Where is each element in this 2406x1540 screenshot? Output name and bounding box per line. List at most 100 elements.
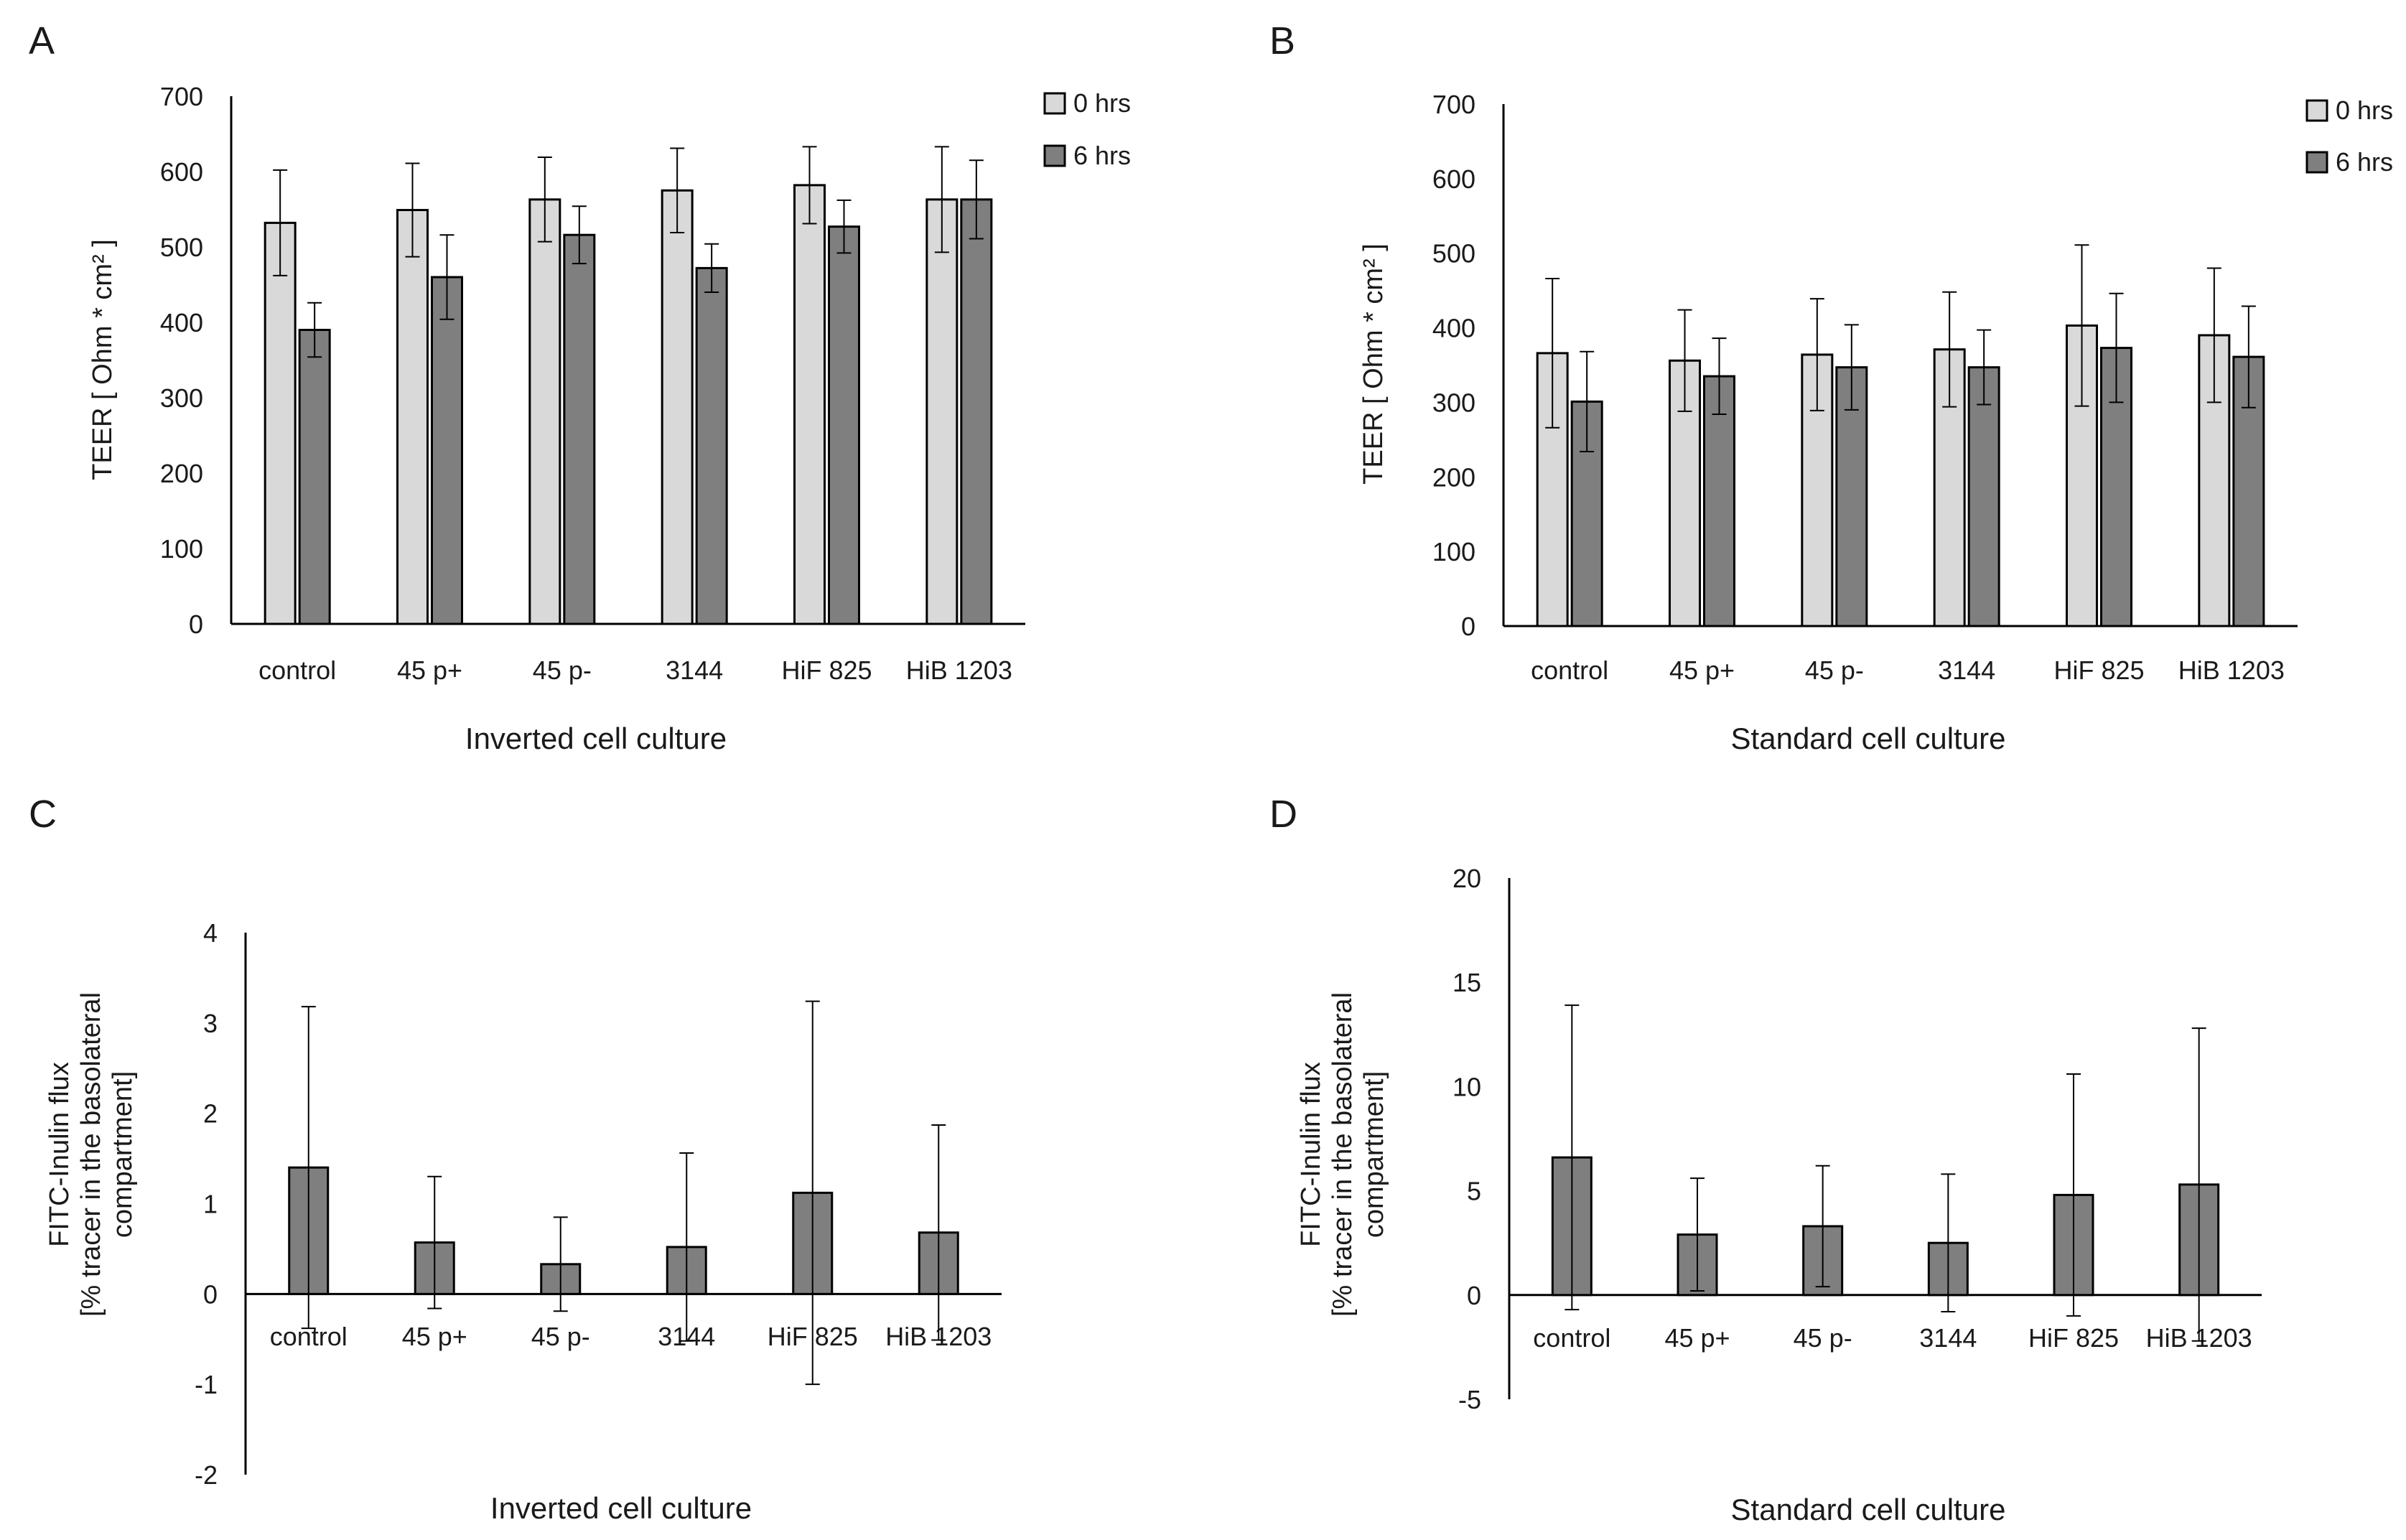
y-axis-title-line-2: [% tracer in the basolateral	[1328, 992, 1358, 1317]
y-tick-label: 300	[160, 383, 203, 413]
x-axis-title-c: Inverted cell culture	[490, 1491, 752, 1525]
y-tick-label: 500	[1432, 239, 1475, 269]
bar-6-hrs-45-p	[1835, 366, 1868, 627]
x-tick-label-hif-825: HiF 825	[2028, 1323, 2119, 1353]
legend-label-6hrs: 6 hrs	[2336, 147, 2393, 177]
panel-a-legend: 0 hrs 6 hrs	[1043, 88, 1131, 170]
legend-swatch-0hrs	[2305, 99, 2328, 122]
y-axis-title-c: FITC-Inulin flux [% tracer in the basola…	[45, 992, 138, 1317]
x-tick-label-45-p: 45 p-	[533, 655, 592, 685]
panel-label-b: B	[1269, 19, 1295, 62]
x-tick-label-3144: 3144	[666, 655, 723, 685]
x-axis-title-b: Standard cell culture	[1731, 722, 2006, 755]
plot-area-b: 0 100 200 300 400 500 600 700 control 45 p+ 45 p- 3…	[1432, 90, 2298, 685]
y-tick-label: 1	[203, 1190, 218, 1219]
legend-label-6hrs: 6 hrs	[1073, 141, 1131, 170]
y-tick-label: 100	[1432, 537, 1475, 566]
x-tick-label-hib-1203: HiB 1203	[906, 655, 1012, 685]
x-tick-label-45-p: 45 p-	[1794, 1323, 1852, 1353]
y-axis-title-line-3: compartment]	[108, 1071, 138, 1238]
bar-6-hrs-45-p	[431, 276, 463, 625]
y-tick-label: 20	[1453, 864, 1481, 893]
y-tick-label: 500	[160, 233, 203, 262]
y-tick-label: 0	[189, 610, 203, 639]
x-tick-label-hib-1203: HiB 1203	[2178, 655, 2285, 685]
bar-0-hrs-45-p	[528, 198, 561, 625]
bar-6-hrs-45-p	[563, 233, 596, 625]
x-tick-label-45-p: 45 p+	[402, 1322, 467, 1351]
x-tick-label-45-p: 45 p+	[397, 655, 462, 685]
x-tick-label-hif-825: HiF 825	[781, 655, 872, 685]
y-tick-label: 100	[160, 534, 203, 564]
bar-6-hrs-hib-1203	[960, 198, 993, 625]
y-axis-title-line-3: compartment]	[1359, 1071, 1389, 1238]
panel-d-chart: D FITC-Inulin flux [% tracer in the baso…	[1269, 793, 2262, 1526]
panel-label-c: C	[29, 793, 57, 836]
y-tick-label: 700	[160, 82, 203, 111]
y-tick-label: -5	[1458, 1385, 1481, 1414]
x-tick-label-45-p: 45 p-	[1805, 655, 1864, 685]
y-axis-title-a: TEER [ Ohm * cm² ]	[88, 239, 118, 480]
x-axis-title-a: Inverted cell culture	[465, 722, 727, 755]
x-tick-label-3144: 3144	[1938, 655, 1995, 685]
y-tick-label: 400	[1432, 314, 1475, 343]
y-tick-label: 4	[203, 918, 218, 948]
panel-a-chart: A 0 hrs 6 hrs TEER [ Ohm * cm² ] Inverte…	[29, 19, 1131, 755]
x-tick-label-3144: 3144	[1919, 1323, 1977, 1353]
x-axis-title-d: Standard cell culture	[1731, 1493, 2006, 1526]
y-tick-label: -2	[195, 1460, 218, 1490]
panel-c-chart: C FITC-Inulin flux [% tracer in the baso…	[29, 793, 1002, 1525]
x-tick-label-45-p: 45 p+	[1669, 655, 1735, 685]
panel-b-legend: 0 hrs 6 hrs	[2305, 95, 2393, 177]
y-tick-label: 10	[1453, 1072, 1481, 1101]
bar-0-hrs-control	[264, 221, 297, 625]
legend-swatch-6hrs	[2305, 151, 2328, 174]
bar-6-hrs-control	[1570, 400, 1603, 627]
y-axis-title-d: FITC-Inulin flux [% tracer in the basola…	[1296, 992, 1389, 1317]
bar-0-hrs-hif-825	[793, 184, 826, 625]
y-axis-title-line-1: FITC-Inulin flux	[1296, 1062, 1326, 1247]
x-tick-label-control: control	[258, 655, 336, 685]
y-tick-label: 2	[203, 1099, 218, 1129]
bar-6-hrs-control	[298, 329, 331, 625]
legend-label-0hrs: 0 hrs	[1073, 88, 1131, 118]
y-tick-label: -1	[195, 1370, 218, 1399]
legend-label-0hrs: 0 hrs	[2336, 95, 2393, 125]
bar-0-hrs-45-p	[396, 209, 429, 625]
y-tick-label: 600	[1432, 164, 1475, 194]
bar-0-hrs-hib-1203	[925, 198, 959, 625]
y-tick-label: 3	[203, 1009, 218, 1038]
x-tick-label-control: control	[1531, 655, 1608, 685]
y-tick-label: 0	[1461, 612, 1475, 641]
y-tick-label: 300	[1432, 388, 1475, 417]
bar-0-hrs-3144	[661, 189, 694, 625]
x-tick-label-control: control	[1533, 1323, 1610, 1353]
panel-b-chart: B 0 hrs 6 hrs TEER [ Ohm * cm² ] Standar…	[1269, 19, 2393, 755]
y-tick-label: 700	[1432, 90, 1475, 119]
plot-area-a: 0 100 200 300 400 500 600 700 control 45 p+ 45 p- 3…	[160, 82, 1025, 685]
y-tick-label: 200	[1432, 462, 1475, 492]
y-tick-label: 0	[1467, 1281, 1481, 1310]
y-tick-label: 200	[160, 459, 203, 488]
legend-swatch-0hrs	[1043, 92, 1066, 115]
bar-6-hrs-3144	[1967, 366, 2000, 627]
y-tick-label: 600	[160, 157, 203, 187]
y-tick-label: 400	[160, 308, 203, 337]
x-tick-label-45-p: 45 p-	[531, 1322, 590, 1351]
y-axis-title-line-1: FITC-Inulin flux	[45, 1062, 75, 1247]
bar-6-hrs-45-p	[1703, 375, 1735, 627]
bar-6-hrs-hif-825	[828, 225, 860, 625]
y-tick-label: 15	[1453, 968, 1481, 997]
y-tick-label: 5	[1467, 1177, 1481, 1206]
y-tick-label: 0	[203, 1279, 218, 1309]
panel-label-a: A	[29, 19, 55, 62]
y-axis-title-b: TEER [ Ohm * cm² ]	[1358, 243, 1389, 485]
bar-6-hrs-3144	[695, 266, 728, 625]
panel-label-d: D	[1269, 793, 1297, 836]
bar-0-hrs-hif-825	[2066, 324, 2098, 627]
y-axis-title-line-2: [% tracer in the basolateral	[76, 992, 106, 1317]
x-tick-label-hif-825: HiF 825	[2053, 655, 2144, 685]
